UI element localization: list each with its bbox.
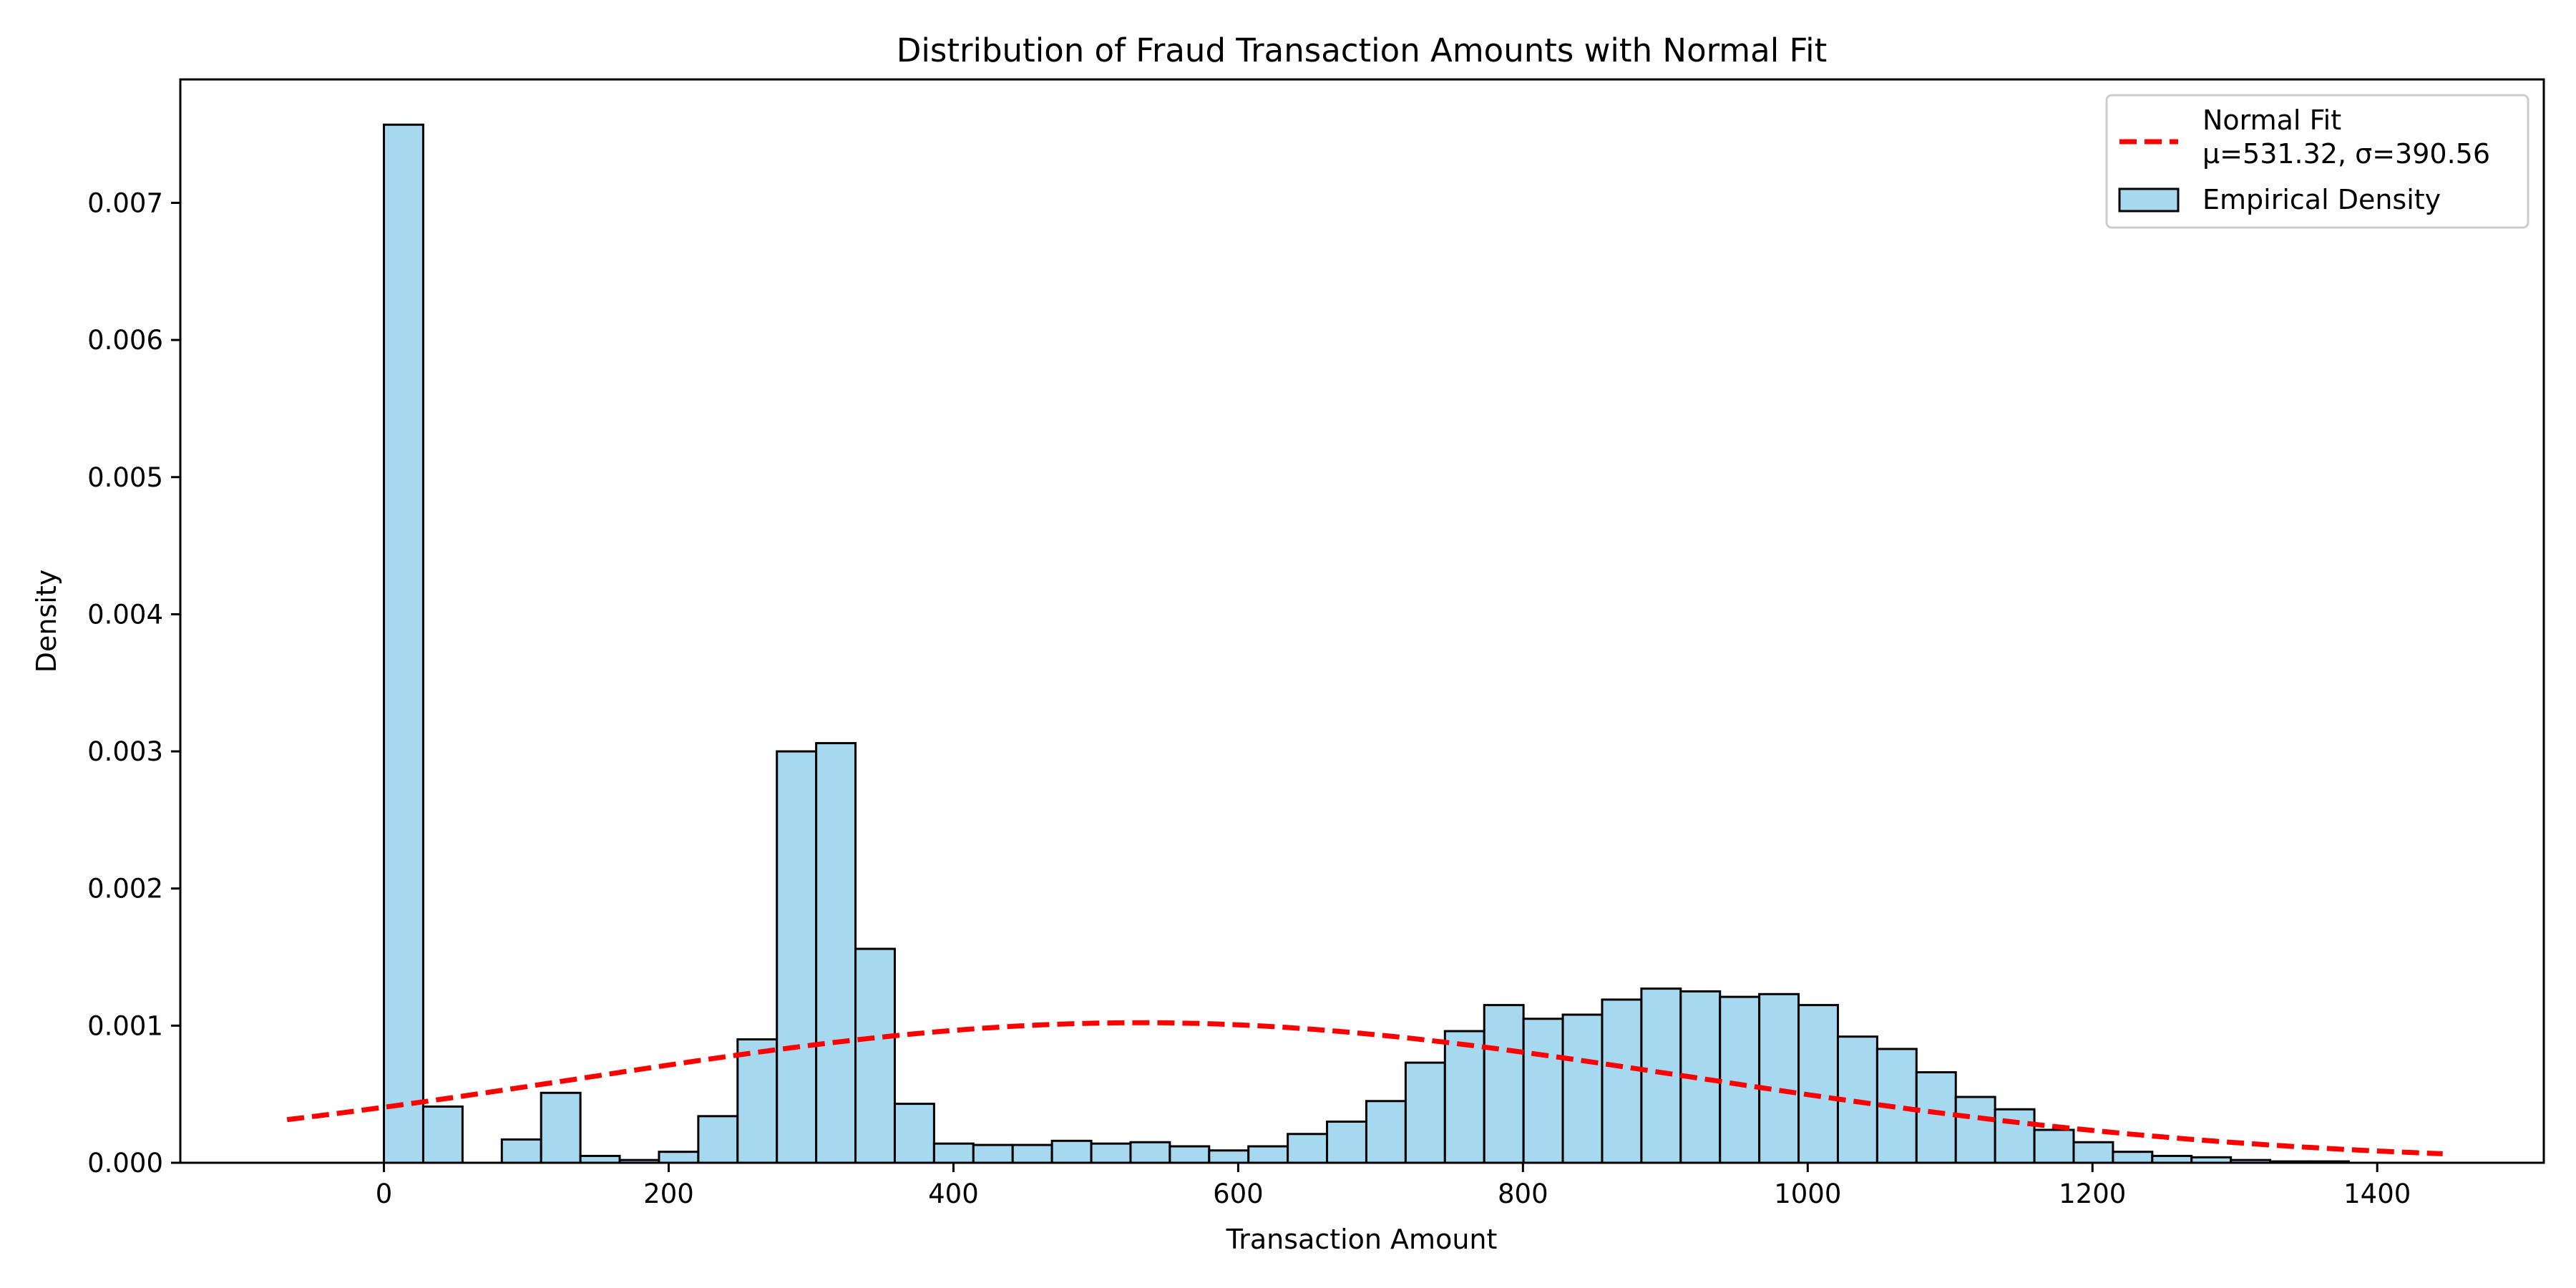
x-tick-label: 200: [643, 1179, 694, 1209]
y-axis-label: Density: [31, 570, 62, 673]
histogram-bar: [1443, 1030, 1485, 1164]
histogram-bar: [1287, 1133, 1329, 1164]
histogram-bar: [1404, 1061, 1446, 1164]
y-tick-label: 0.000: [87, 1148, 163, 1179]
x-tick-label: 1400: [2343, 1179, 2411, 1209]
histogram-bar: [1522, 1018, 1564, 1164]
legend-empirical-density-swatch: [2118, 187, 2180, 213]
histogram-bar: [1640, 987, 1682, 1164]
histogram-bar: [2112, 1151, 2154, 1164]
y-axis-ticks: 0.000 0.001 0.002 0.003 0.004 0.005 0.006 0.007: [87, 187, 180, 1179]
histogram-bar: [1247, 1145, 1289, 1164]
histogram-bar: [736, 1038, 779, 1164]
histogram-bar: [1011, 1143, 1053, 1164]
histogram-bar: [972, 1143, 1014, 1164]
histogram-bar: [854, 947, 896, 1164]
histogram-bar: [1719, 995, 1761, 1164]
y-tick-label: 0.002: [87, 874, 163, 904]
histogram-bar: [1050, 1139, 1093, 1164]
x-tick-label: 800: [1498, 1179, 1548, 1209]
histogram-bar: [500, 1138, 542, 1164]
legend: Normal Fit μ=531.32, σ=390.56 Empirical …: [2105, 94, 2529, 229]
legend-normal-fit-label: Normal Fit: [2202, 104, 2341, 136]
histogram-bar: [383, 123, 424, 1164]
y-tick-label: 0.007: [87, 187, 163, 218]
histogram-bar: [1365, 1100, 1407, 1164]
histogram-bar: [697, 1115, 739, 1164]
histogram-bar: [1090, 1142, 1132, 1164]
histogram-bar: [1758, 992, 1800, 1164]
histogram-bar: [1208, 1149, 1250, 1164]
histogram-bar: [1601, 998, 1643, 1164]
histogram-bars: [383, 123, 2350, 1164]
plot-area-frame: [179, 78, 2545, 1164]
histogram-bar: [893, 1103, 935, 1164]
y-tick-label: 0.003: [87, 736, 163, 767]
y-tick-label: 0.005: [87, 462, 163, 493]
x-tick-label: 400: [928, 1179, 979, 1209]
histogram-bar: [776, 750, 818, 1164]
histogram-bar: [421, 1105, 464, 1164]
histogram-bar: [1129, 1141, 1171, 1164]
legend-empirical-density-label: Empirical Density: [2202, 184, 2441, 215]
x-tick-label: 1200: [2059, 1179, 2126, 1209]
normal-fit-curve: [286, 1020, 2443, 1156]
histogram-bar: [1483, 1004, 1525, 1164]
x-axis-label: Transaction Amount: [1226, 1224, 1498, 1255]
histogram-bar: [815, 742, 857, 1164]
histogram-bar: [932, 1142, 975, 1164]
legend-normal-fit-params: μ=531.32, σ=390.56: [2202, 138, 2490, 170]
histogram-bar: [1326, 1121, 1367, 1164]
y-tick-label: 0.001: [87, 1010, 163, 1041]
y-tick-label: 0.004: [87, 599, 163, 630]
x-tick-label: 1000: [1774, 1179, 1841, 1209]
y-tick-label: 0.006: [87, 325, 163, 356]
histogram-bar: [2033, 1128, 2075, 1164]
histogram-bar: [1169, 1145, 1211, 1164]
histogram-bar: [1954, 1096, 1996, 1164]
histogram-bar: [1561, 1013, 1604, 1164]
x-tick-label: 0: [376, 1179, 393, 1209]
x-tick-label: 600: [1213, 1179, 1264, 1209]
histogram-bar: [540, 1091, 582, 1164]
chart-title: Distribution of Fraud Transaction Amount…: [897, 31, 1828, 69]
x-axis-ticks: 0 200 400 600 800 1000 1200 1400: [376, 1163, 2411, 1209]
legend-box: [2105, 94, 2529, 229]
histogram-bar: [1915, 1071, 1957, 1164]
histogram-bar: [2072, 1141, 2114, 1164]
histogram-bar: [1797, 1004, 1839, 1164]
histogram-bar: [1994, 1108, 2036, 1164]
histogram-bar: [658, 1151, 700, 1164]
